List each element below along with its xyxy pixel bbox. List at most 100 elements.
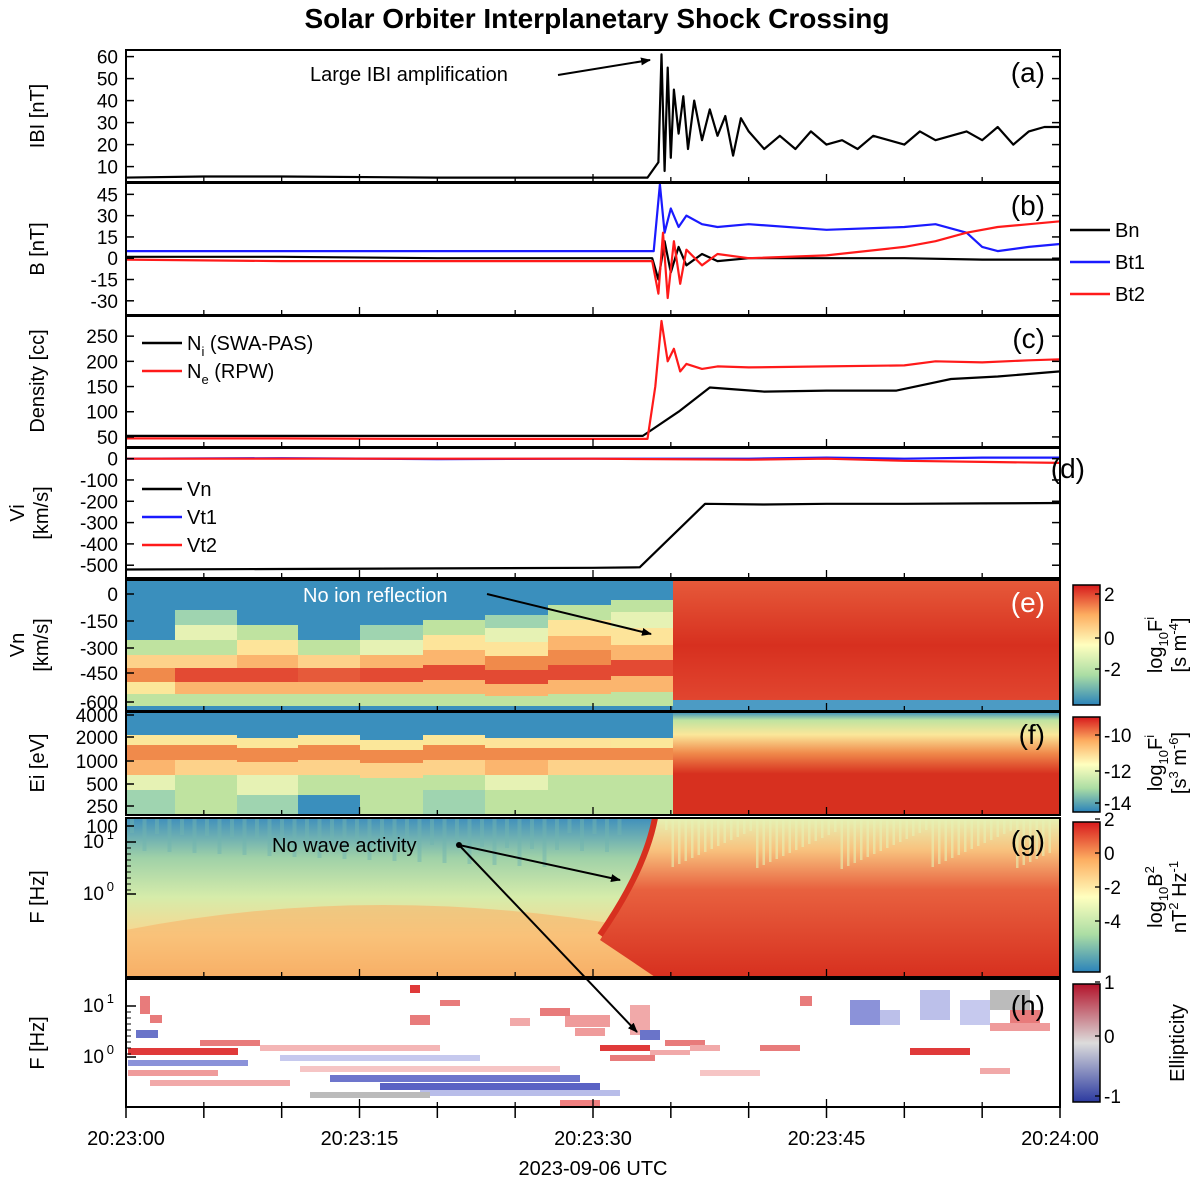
g-streak xyxy=(977,818,980,846)
g-streak xyxy=(217,818,222,854)
g-streak xyxy=(866,818,869,857)
y-tick-label: 30 xyxy=(97,114,118,135)
f-band-cell xyxy=(298,795,360,815)
e-band-cell xyxy=(548,680,611,694)
h-ellipticity-patch xyxy=(910,1048,970,1055)
g-shock-front xyxy=(597,817,658,937)
f-band-cell xyxy=(237,775,298,795)
e-band-cell xyxy=(548,694,611,706)
g-streak xyxy=(280,818,284,839)
g-streak xyxy=(605,818,609,852)
y-tick-label: 20 xyxy=(97,136,118,157)
h-ellipticity-patch xyxy=(760,1045,800,1051)
g-streak xyxy=(684,818,687,861)
panel-letter-h: (h) xyxy=(1011,990,1045,1021)
f-band-cell xyxy=(485,738,548,748)
f-band-cell xyxy=(611,790,673,815)
y-tick-label: 100 xyxy=(86,403,118,424)
e-band-cell xyxy=(423,665,485,680)
g-streak xyxy=(380,818,384,843)
g-streak xyxy=(530,818,534,849)
panel-f-ion-energy-spectrogram xyxy=(126,712,1059,815)
h-ellipticity-patch xyxy=(565,1015,610,1027)
f-band-cell xyxy=(237,738,298,748)
colorbar-h xyxy=(1072,983,1101,1103)
h-ellipticity-patch xyxy=(300,1066,560,1072)
legend-label-Bn: Bn xyxy=(1115,220,1139,242)
g-streak xyxy=(892,818,895,845)
colorbar-tick-label: -1 xyxy=(1104,1087,1121,1108)
legend-label-N_i (SWA-PAS): Ni (SWA-PAS) xyxy=(187,333,313,359)
g-streak xyxy=(944,818,947,861)
y-tick-label: -300 xyxy=(80,514,118,535)
e-band-cell xyxy=(126,668,175,682)
colorbar-tick-label: 2 xyxy=(1104,810,1115,831)
y-tick-label: -200 xyxy=(80,492,118,513)
y-axis-label: Ei [eV] xyxy=(27,734,49,793)
g-streak xyxy=(442,818,447,863)
f-band-cell xyxy=(175,775,237,790)
e-band-cell xyxy=(485,684,548,696)
f-band-cell xyxy=(611,775,673,790)
f-band-cell xyxy=(611,760,673,775)
panel-e-ion-velocity-spectrogram xyxy=(126,580,1059,711)
h-ellipticity-patch xyxy=(1010,1010,1040,1025)
e-band-cell xyxy=(237,682,298,694)
e-downstream-low-edge xyxy=(673,700,1059,711)
figure-title: Solar Orbiter Interplanetary Shock Cross… xyxy=(304,3,889,34)
g-streak xyxy=(769,818,772,862)
y-tick-label: 1000 xyxy=(76,752,118,773)
h-ellipticity-patch xyxy=(575,1028,605,1036)
series-line-N_i (SWA-PAS) xyxy=(126,370,1061,437)
e-band-cell xyxy=(237,668,298,682)
y-tick-label: 60 xyxy=(97,48,118,69)
g-streak xyxy=(405,818,409,844)
f-band-cell xyxy=(175,745,237,760)
e-band-cell xyxy=(175,682,237,694)
y-tick-label: 45 xyxy=(97,185,118,206)
f-band-cell xyxy=(175,735,237,745)
g-streak xyxy=(983,818,986,843)
series-line-Vt2 xyxy=(126,457,1061,464)
g-streak xyxy=(710,818,713,849)
colorbar-e xyxy=(1072,584,1101,706)
panel-g-wave-power-spectrogram xyxy=(126,817,1060,977)
y-axis-label: F [Hz] xyxy=(27,1016,49,1069)
panel-letter-b: (b) xyxy=(1011,190,1045,221)
h-ellipticity-patch xyxy=(380,1083,600,1090)
g-streak xyxy=(1009,818,1012,831)
y-tick-label: -450 xyxy=(80,664,118,685)
f-band-cell xyxy=(423,790,485,815)
g-streak xyxy=(886,818,889,848)
g-streak xyxy=(492,818,497,865)
g-streak xyxy=(392,818,397,861)
f-downstream-distribution xyxy=(673,712,1059,815)
y-tick-label: 0 xyxy=(107,450,118,471)
h-ellipticity-patch xyxy=(420,1090,620,1096)
annotation-no-ion-reflection-arrow xyxy=(486,593,652,636)
y-tick-label: 2000 xyxy=(76,728,118,749)
g-streak xyxy=(1016,818,1019,868)
e-band-cell xyxy=(360,655,423,668)
e-downstream-distribution xyxy=(673,580,1059,711)
e-band-cell xyxy=(611,612,673,628)
colorbar-title-h: Ellipticity xyxy=(1167,1004,1189,1082)
g-streak xyxy=(853,818,856,863)
g-streak xyxy=(192,818,197,853)
e-band-cell xyxy=(126,682,175,694)
legend-label-Vt2: Vt2 xyxy=(187,535,217,557)
colorbar-tick-label: 0 xyxy=(1104,1027,1115,1048)
f-energy-bands xyxy=(126,735,673,815)
colorbar-tick-label: -12 xyxy=(1104,762,1131,783)
g-streak xyxy=(480,818,484,847)
e-band-cell xyxy=(175,625,237,640)
f-band-cell xyxy=(485,760,548,775)
g-streak xyxy=(167,818,172,852)
e-band-cell xyxy=(548,665,611,680)
h-ellipticity-patch xyxy=(128,1070,218,1076)
y-tick-label: 30 xyxy=(97,207,118,228)
g-streak xyxy=(749,818,752,831)
h-ellipticity-patch xyxy=(510,1018,530,1026)
panel-letter-g: (g) xyxy=(1011,825,1045,856)
